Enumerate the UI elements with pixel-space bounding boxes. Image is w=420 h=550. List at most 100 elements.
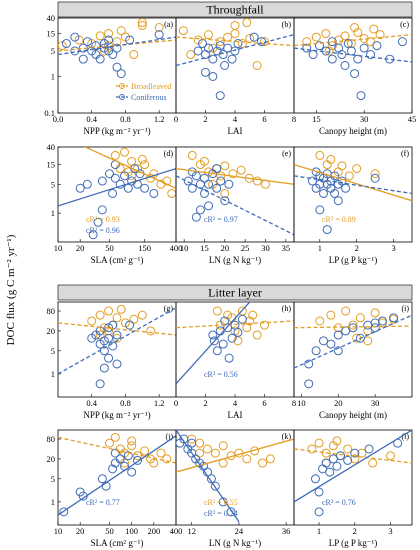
broadleaved-point (311, 32, 321, 42)
broadleaved-point (104, 306, 114, 316)
broadleaved-trend-line (176, 167, 294, 185)
broadleaved-point (186, 50, 196, 60)
coniferous-point (346, 46, 356, 56)
coniferous-point (75, 183, 85, 193)
coniferous-point (310, 474, 320, 484)
coniferous-point (99, 363, 109, 373)
broadleaved-point (110, 432, 120, 442)
coniferous-point (319, 188, 328, 198)
x-tick-label: 10 (297, 398, 306, 408)
coniferous-trend-line (294, 430, 412, 503)
x-tick-label: 1 (318, 243, 322, 253)
x-tick-label: 8 (292, 114, 296, 124)
panel-label: (k) (282, 432, 292, 441)
x-tick-label: 12 (187, 526, 196, 536)
coniferous-point (193, 46, 203, 56)
broadleaved-point (115, 164, 125, 174)
coniferous-point (223, 43, 233, 53)
coniferous-point (108, 188, 118, 198)
x-tick-label: 2 (353, 526, 357, 536)
x-axis-label: Canopy height (m) (319, 410, 387, 420)
broadleaved-point (343, 444, 353, 454)
coniferous-trend-line (58, 307, 176, 375)
x-tick-label: 400 (170, 526, 183, 536)
panel-label: (j) (165, 432, 173, 441)
broadleaved-point (352, 164, 362, 174)
coniferous-point (187, 183, 197, 193)
panel-frame (293, 146, 413, 243)
broadleaved-point (212, 306, 222, 316)
coniferous-point (210, 481, 220, 491)
coniferous-point (212, 164, 222, 174)
x-tick-label: 50 (105, 243, 114, 253)
broadleaved-point (326, 310, 336, 320)
coniferous-point (307, 176, 317, 186)
coniferous-point (233, 39, 243, 49)
panel-label: (e) (282, 149, 291, 158)
coniferous-point (326, 339, 336, 349)
coniferous-point (201, 67, 210, 77)
broadleaved-point (340, 31, 350, 41)
coniferous-point (333, 196, 343, 206)
x-axis-label: LN (g N kg⁻¹) (209, 255, 261, 265)
coniferous-point (112, 43, 122, 53)
coniferous-point (130, 164, 140, 174)
broadleaved-point (95, 31, 105, 41)
x-tick-label: 1.2 (154, 114, 165, 124)
x-tick-label: 2 (355, 243, 359, 253)
broadleaved-point (350, 454, 360, 464)
section-title: Throughfall (206, 3, 264, 17)
coniferous-point (187, 438, 197, 448)
coniferous-point (112, 62, 122, 72)
broadleaved-point (314, 438, 324, 448)
coniferous-point (341, 183, 351, 193)
x-tick-label: 100 (125, 526, 138, 536)
broadleaved-point (223, 32, 233, 42)
x-tick-label: 6 (262, 114, 266, 124)
r2-annotation: cR² = 0.76 (322, 498, 356, 507)
y-tick-label: 0.1 (44, 108, 55, 118)
x-axis-label: LP (g P kg⁻¹) (329, 255, 378, 265)
coniferous-point (370, 173, 380, 183)
coniferous-point (112, 359, 122, 369)
broadleaved-point (242, 18, 252, 28)
x-tick-label: 3 (388, 526, 392, 536)
r2-annotation: cR² = 0.56 (204, 370, 238, 379)
broadleaved-point (120, 318, 130, 328)
coniferous-point (220, 196, 230, 206)
r2-annotation: cR² = 0.96 (86, 226, 120, 235)
coniferous-point (59, 507, 69, 517)
x-axis-label: NPP (kg m⁻² yr⁻¹) (83, 410, 150, 420)
coniferous-point (104, 169, 114, 179)
broadleaved-point (220, 161, 230, 171)
coniferous-trend-line (176, 34, 294, 67)
coniferous-point (209, 336, 219, 346)
coniferous-point (104, 333, 114, 343)
section-header-bar (57, 284, 413, 301)
broadleaved-point (218, 441, 228, 451)
coniferous-point (149, 188, 159, 198)
coniferous-point (397, 37, 407, 47)
panel-frame (175, 301, 295, 398)
coniferous-point (330, 188, 340, 198)
coniferous-point (120, 171, 130, 181)
broadleaved-point (327, 41, 337, 51)
coniferous-point (104, 353, 114, 363)
legend-coniferous-marker (119, 94, 125, 100)
r2-annotation: cR² = 0.93 (86, 215, 120, 224)
panel-label: (c) (400, 20, 409, 29)
coniferous-point (208, 71, 218, 81)
broadleaved-point (375, 30, 385, 40)
x-tick-label: 200 (147, 526, 160, 536)
coniferous-point (179, 434, 189, 444)
y-tick-label: 1 (51, 497, 55, 507)
broadleaved-point (370, 169, 380, 179)
coniferous-point (333, 346, 343, 356)
y-tick-label: 1 (51, 208, 55, 218)
broadleaved-point (366, 37, 376, 47)
y-tick-label: 1 (51, 71, 55, 81)
coniferous-point (370, 323, 380, 333)
coniferous-point (332, 461, 342, 471)
r2-annotation: cR² = 0.55 (204, 498, 238, 507)
